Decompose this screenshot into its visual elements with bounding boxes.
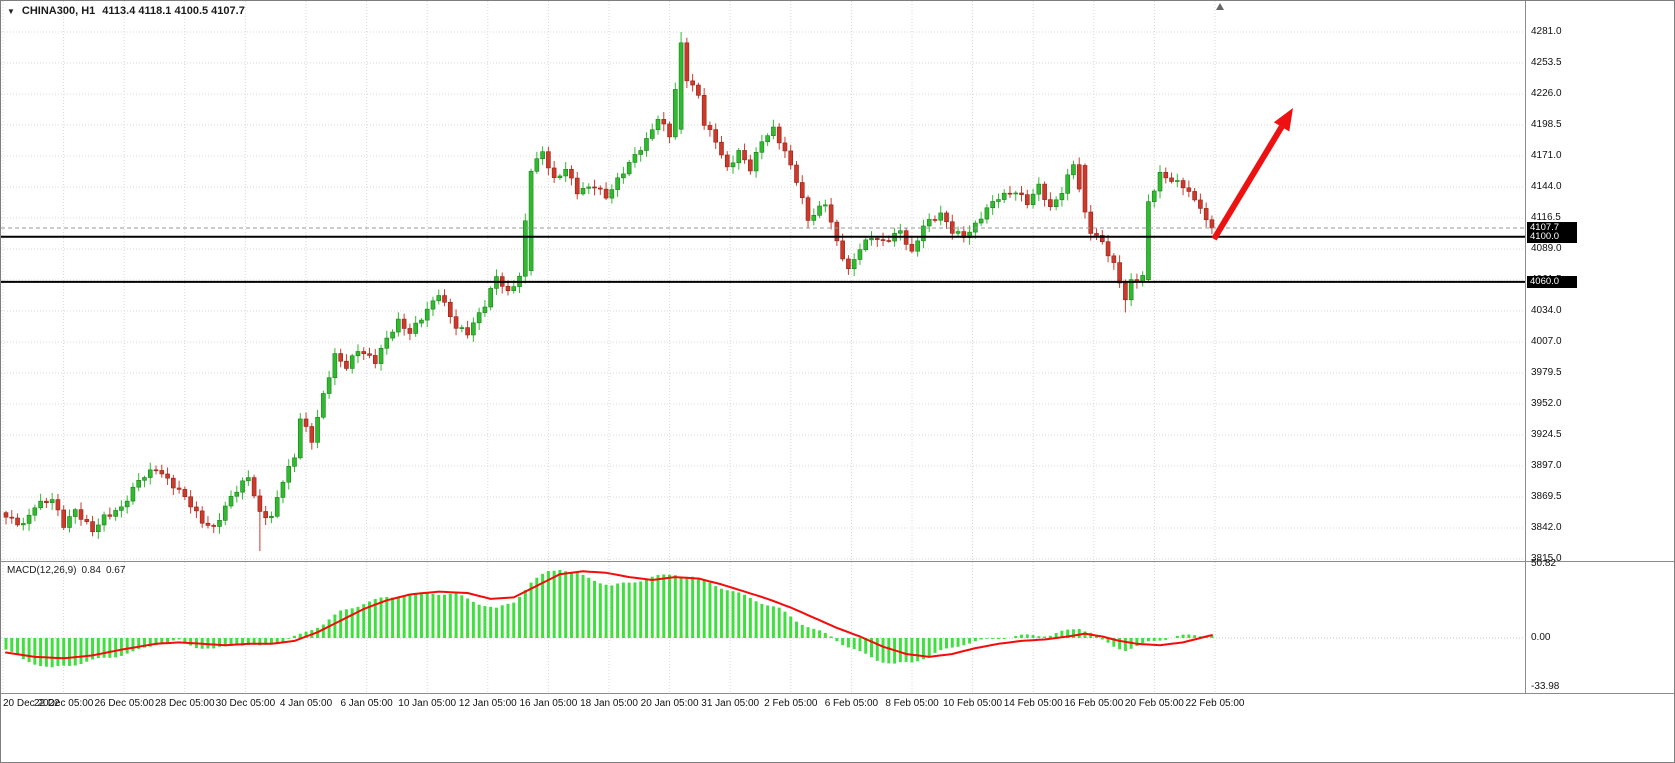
- price-tick-label: 4007.0: [1531, 336, 1562, 347]
- level-price-tag: 4100.0: [1527, 230, 1577, 243]
- arrow-annotation[interactable]: [1211, 108, 1293, 241]
- time-axis-label: 20 Jan 05:00: [640, 698, 699, 709]
- price-tick-label: 4034.0: [1531, 305, 1562, 316]
- price-tick-label: 4116.5: [1531, 212, 1561, 223]
- time-axis-label: 28 Dec 05:00: [155, 698, 215, 709]
- level-price-tag: 4060.0: [1527, 275, 1577, 288]
- time-axis-label: 31 Jan 05:00: [701, 698, 760, 709]
- time-axis-label: 20 Feb 05:00: [1124, 698, 1184, 709]
- price-tick-label: 3952.0: [1531, 398, 1562, 409]
- price-tick-label: 3869.5: [1531, 491, 1562, 502]
- arrow-shaft: [1211, 125, 1285, 241]
- time-axis-label: 20 Dec 2022: [3, 698, 60, 709]
- price-tick-label: 3979.5: [1531, 367, 1562, 378]
- time-axis-label: 16 Jan 05:00: [519, 698, 578, 709]
- time-axis-label: 8 Feb 05:00: [885, 698, 939, 709]
- macd-layer: [1, 569, 1525, 668]
- price-tick-label: 3815.0: [1531, 553, 1562, 564]
- time-axis-label: 6 Feb 05:00: [824, 698, 879, 709]
- time-axis-label: 12 Jan 05:00: [458, 698, 517, 709]
- arrow-head: [1273, 108, 1293, 132]
- macd-signal-line: [5, 570, 1213, 660]
- time-axis-label: 16 Feb 05:00: [1064, 698, 1124, 709]
- price-tick-label: 4226.0: [1531, 88, 1562, 99]
- price-tick-label: 4281.0: [1531, 26, 1562, 37]
- time-axis-label: 22 Feb 05:00: [1185, 698, 1245, 709]
- chart-shift-marker-icon[interactable]: [1216, 3, 1224, 10]
- price-tick-label: 4144.0: [1531, 181, 1562, 192]
- macd-axis-label: 50.82: [1531, 558, 1557, 570]
- macd-main-value: 0.84: [81, 565, 101, 576]
- price-tick-label: 3897.0: [1531, 460, 1562, 471]
- price-tick-label: 4089.0: [1531, 243, 1562, 254]
- time-axis-label: 26 Dec 05:00: [94, 698, 154, 709]
- symbol-info-bar: ▼ CHINA300, H1 4113.4 4118.1 4100.5 4107…: [7, 5, 245, 17]
- time-axis-label: 22 Dec 05:00: [33, 698, 94, 709]
- price-tick-label: 3924.5: [1531, 429, 1562, 440]
- price-tick-label: 4253.5: [1531, 57, 1562, 68]
- time-axis-label: 6 Jan 05:00: [340, 698, 393, 709]
- time-axis-label: 10 Feb 05:00: [943, 698, 1003, 709]
- time-axis-label: 2 Feb 05:00: [764, 698, 818, 709]
- symbol-title: CHINA300, H1: [21, 5, 96, 17]
- macd-axis-label: -33.98: [1531, 681, 1560, 693]
- time-axis-label: 10 Jan 05:00: [398, 698, 457, 709]
- axis-separators: [1, 1, 1674, 694]
- price-tick-label: 3842.0: [1531, 522, 1562, 533]
- time-axis-label: 18 Jan 05:00: [580, 698, 638, 709]
- macd-caption: MACD(12,26,9) 0.84 0.67: [7, 565, 125, 576]
- candles-layer: [3, 32, 1215, 552]
- macd-axis-label: 0.00: [1531, 632, 1551, 643]
- level-lines-layer[interactable]: [1, 227, 1525, 283]
- price-tick-label: 4171.0: [1531, 150, 1562, 161]
- price-tick-label: 4198.5: [1531, 119, 1562, 130]
- macd-label: MACD(12,26,9): [7, 565, 77, 576]
- symbol-dropdown-icon[interactable]: ▼: [7, 6, 15, 16]
- symbol-ohlc-readout: 4113.4 4118.1 4100.5 4107.7: [102, 5, 245, 17]
- time-axis-label: 4 Jan 05:00: [279, 698, 333, 709]
- time-axis-label: 14 Feb 05:00: [1003, 698, 1063, 709]
- macd-signal-value: 0.67: [105, 565, 126, 576]
- time-axis-label: 30 Dec 05:00: [215, 698, 276, 709]
